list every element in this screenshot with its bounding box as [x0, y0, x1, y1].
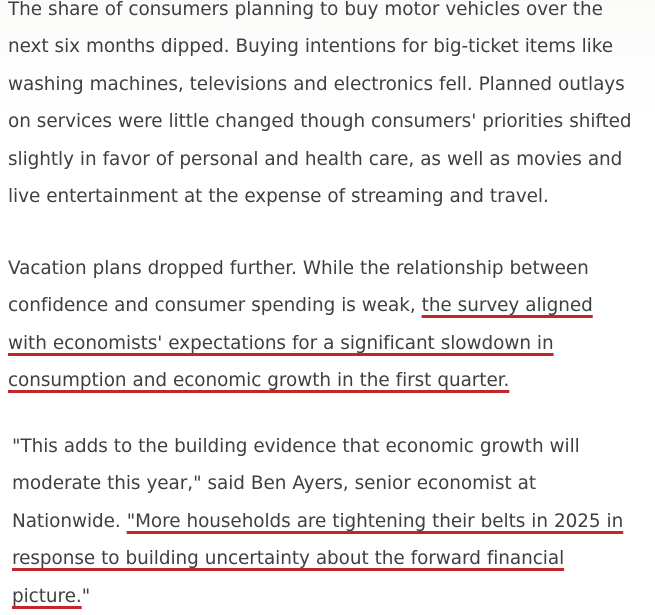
paragraph-vacation-plans: Vacation plans dropped further. While th… — [0, 250, 655, 400]
paragraph-3-lead-text: "This adds to the building evidence that… — [12, 436, 580, 532]
red-underline-annotation-survey-expectations: the survey aligned with economists' expe… — [8, 295, 593, 392]
paragraph-ben-ayers-quote: "This adds to the building evidence that… — [0, 428, 655, 615]
paragraph-3-closing-quote: " — [81, 585, 91, 607]
paragraph-consumer-buying-intentions: The share of consumers planning to buy m… — [0, 0, 655, 215]
paragraph-2-lead-text: Vacation plans dropped further. While th… — [8, 258, 589, 317]
paragraph-1-text: The share of consumers planning to buy m… — [8, 0, 632, 208]
